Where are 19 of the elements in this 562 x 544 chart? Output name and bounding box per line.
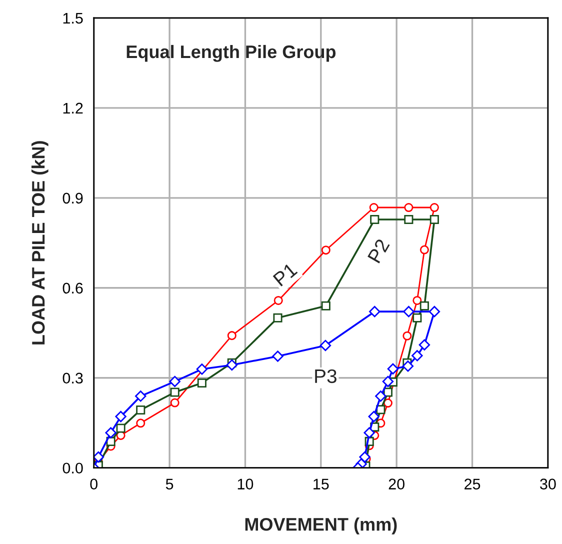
y-tick-label: 1.5 [63, 12, 83, 24]
y-tick-label: 0.0 [62, 462, 83, 474]
x-tick-label: 5 [166, 478, 174, 490]
x-tick-label: 0 [90, 478, 98, 490]
x-tick-label: 30 [540, 478, 556, 490]
x-tick-label: 25 [464, 478, 480, 490]
y-axis-title: LOAD AT PILE TOE (kN) [31, 141, 48, 344]
text: Equal Length Pile Group [126, 44, 336, 62]
x-axis-title: MOVEMENT (mm) [245, 518, 397, 534]
x-tick-label: 10 [238, 478, 254, 490]
x-tick-label: 15 [314, 478, 329, 490]
y-tick-label: 0.3 [62, 372, 83, 384]
annotation: P1 [272, 262, 298, 286]
y-tick-label: 0.9 [62, 192, 83, 204]
annotation: P3 [315, 369, 336, 384]
y-tick-label: 0.6 [62, 282, 83, 294]
annotation: P2 [367, 238, 390, 264]
y-tick-label: 1.2 [63, 102, 83, 114]
x-tick-label: 20 [388, 478, 404, 490]
